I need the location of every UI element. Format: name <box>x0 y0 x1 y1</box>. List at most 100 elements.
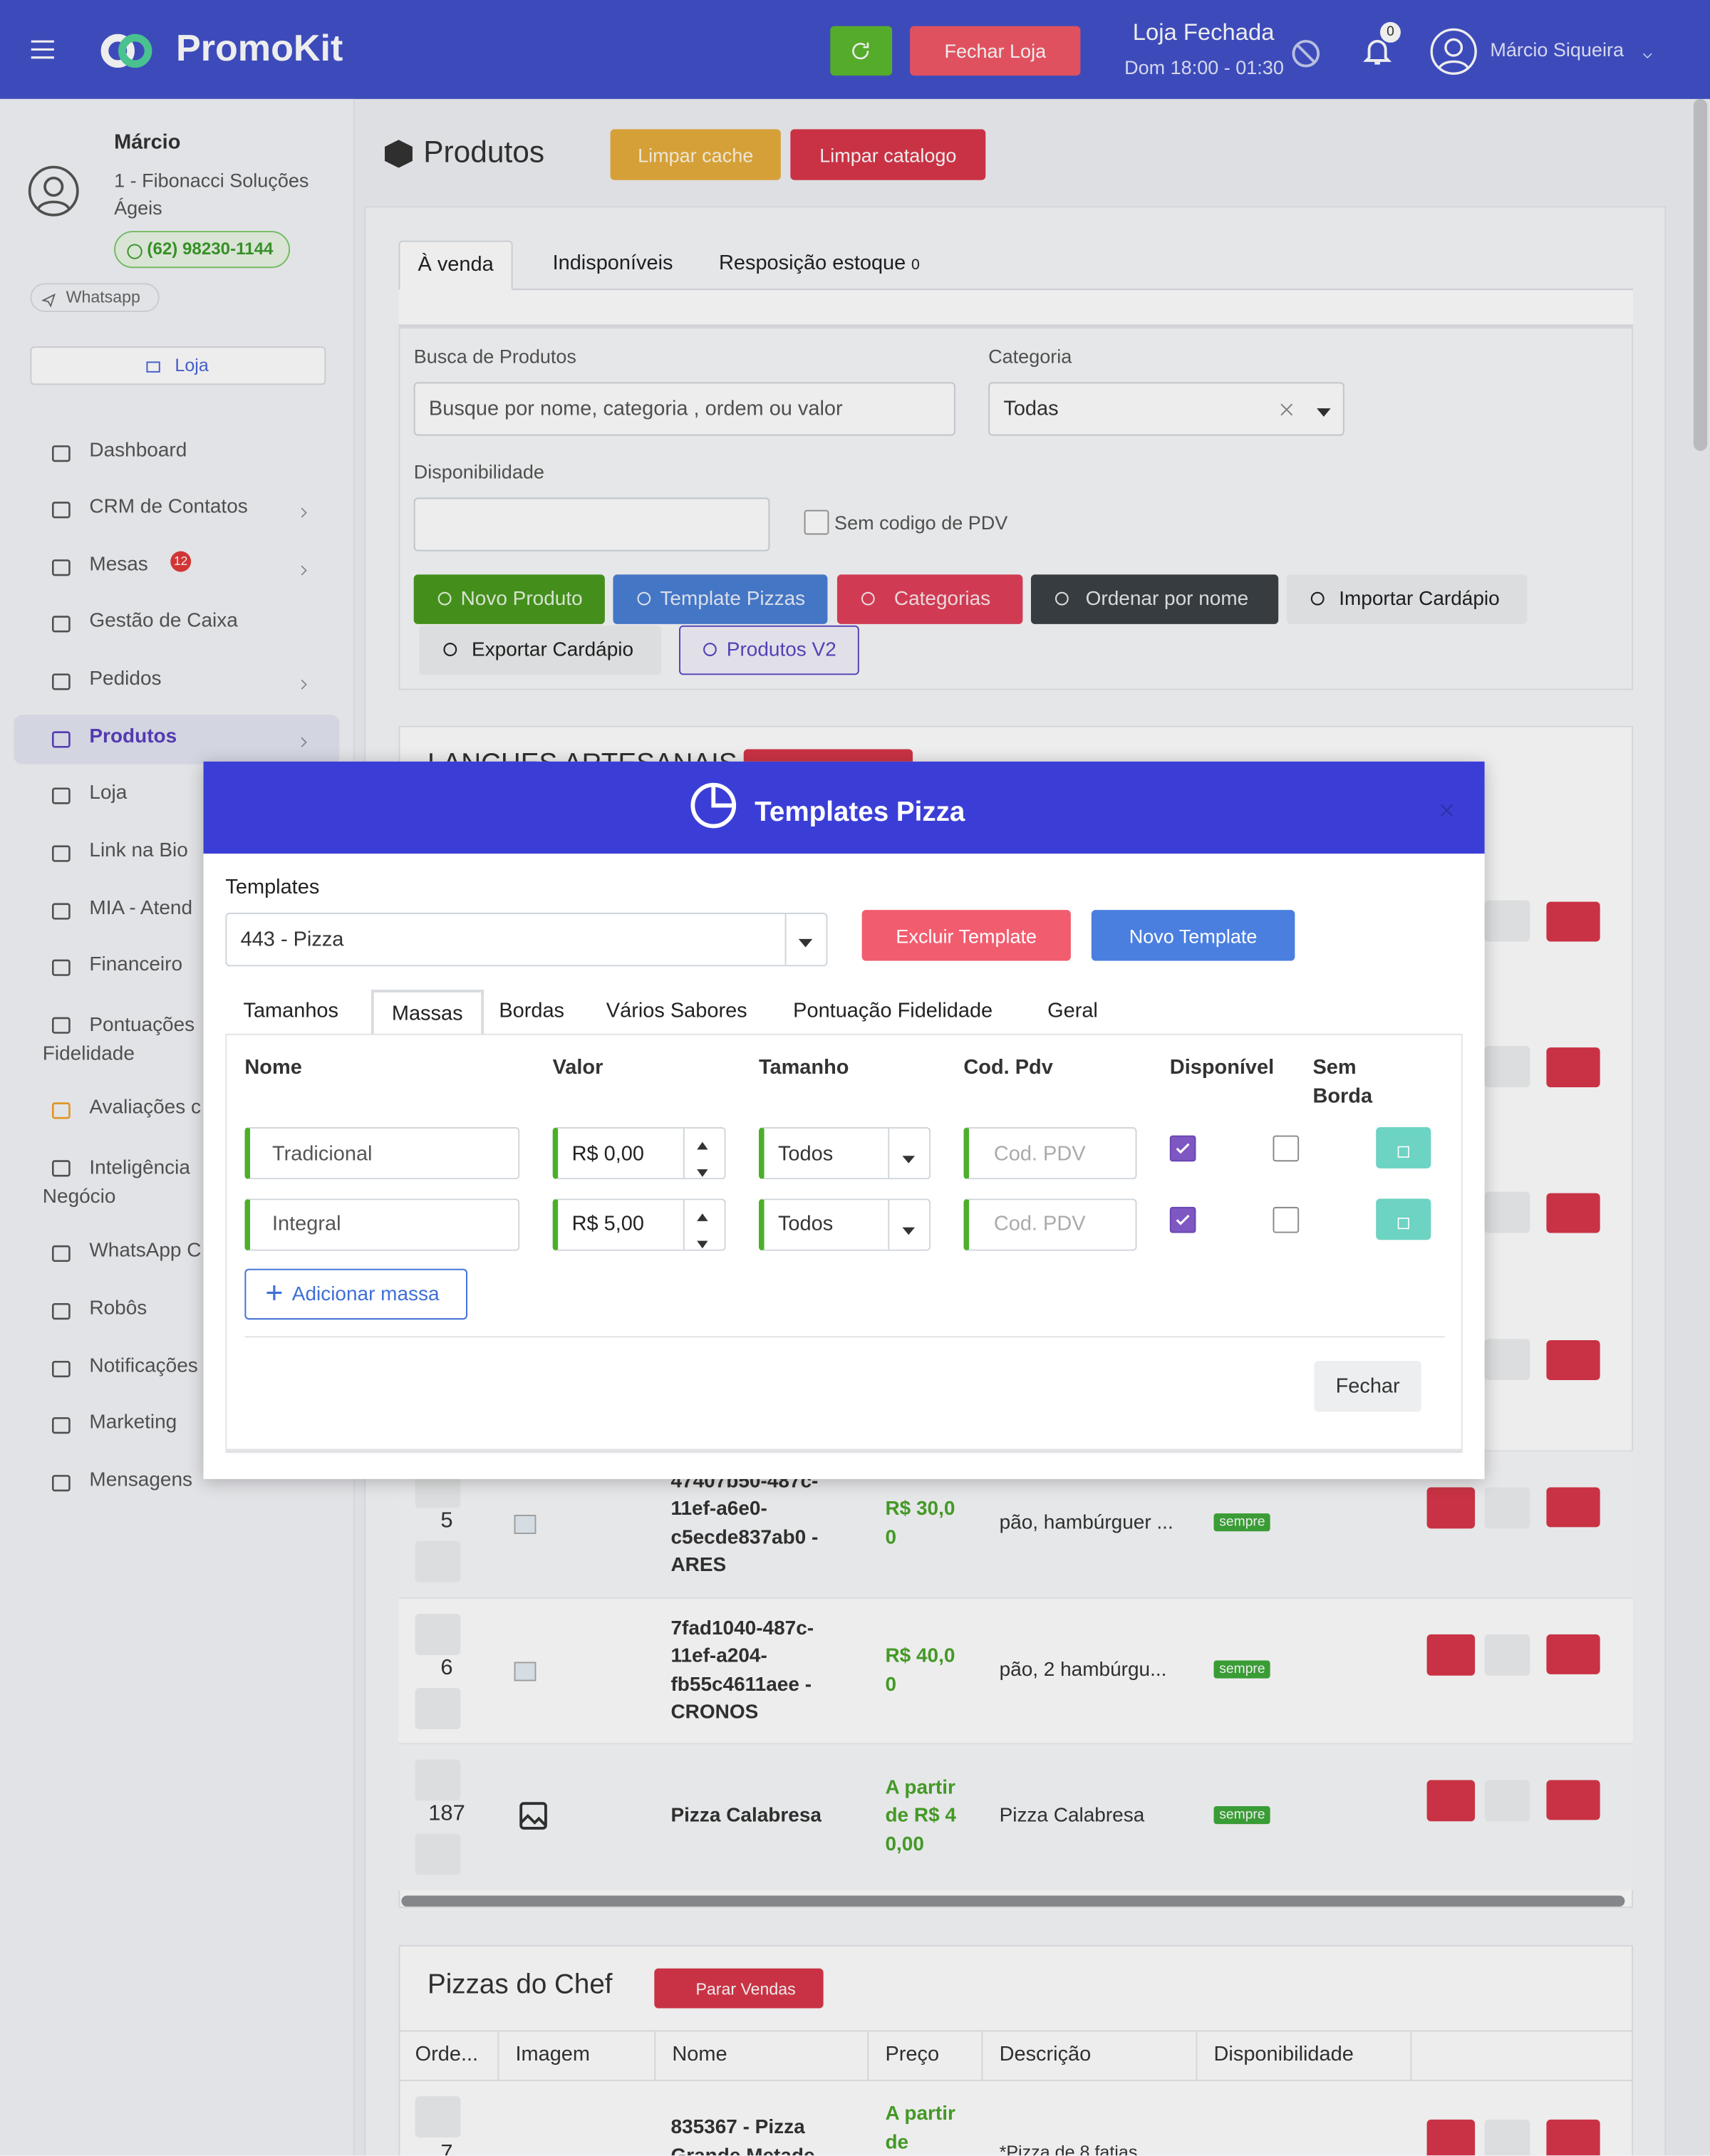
size-select[interactable]: Todos <box>758 1198 931 1250</box>
menu-item[interactable]: Avaliações c <box>89 1097 201 1119</box>
template-select[interactable]: 443 - Pizza <box>225 913 828 967</box>
action-button[interactable]: Template Pizzas <box>613 574 828 624</box>
user-name[interactable]: Márcio Siqueira <box>1490 38 1624 61</box>
action-button[interactable]: Novo Produto <box>413 574 605 624</box>
trash-button[interactable] <box>1484 1339 1530 1380</box>
menu-item[interactable]: Link na Bio <box>89 839 188 862</box>
order-up[interactable] <box>415 1759 461 1801</box>
order: 187 <box>428 1802 465 1826</box>
trash-button[interactable] <box>1484 1046 1530 1088</box>
pause-button[interactable] <box>1546 1634 1600 1674</box>
trash-button[interactable] <box>1484 900 1530 942</box>
icon <box>1642 44 1654 59</box>
action-button[interactable]: Exportar Cardápio <box>419 625 661 675</box>
action-button[interactable]: Categorias <box>836 574 1023 624</box>
column-header: Imagem <box>515 2042 591 2066</box>
tab[interactable]: Geral <box>1047 999 1098 1023</box>
checkbox[interactable] <box>804 509 829 535</box>
pause-button[interactable] <box>1546 1340 1600 1380</box>
edit-button[interactable] <box>1426 2119 1476 2156</box>
new-template-button[interactable]: Novo Template <box>1091 910 1295 961</box>
stop-sales-button[interactable]: Parar Vendas <box>654 1968 824 2009</box>
edit-button[interactable] <box>1426 1634 1476 1676</box>
pdv-input[interactable]: Cod. PDV <box>963 1126 1137 1180</box>
menu-item[interactable]: Dashboard <box>89 440 187 462</box>
refresh-button[interactable] <box>830 26 893 76</box>
checkbox[interactable] <box>1273 1206 1300 1233</box>
menu-item[interactable]: Robôs <box>89 1297 147 1320</box>
save-button[interactable] <box>1376 1198 1431 1240</box>
menu-item[interactable]: Mesas <box>89 554 148 576</box>
add-button[interactable]: Adicionar massa <box>244 1268 467 1320</box>
pause-button[interactable] <box>1546 2119 1600 2156</box>
trash-button[interactable] <box>1484 1780 1530 1822</box>
order-down[interactable] <box>415 1688 461 1730</box>
tab[interactable]: Tamanhos <box>243 999 339 1023</box>
pause-button[interactable] <box>1546 901 1600 942</box>
menu-item[interactable]: Mensagens <box>89 1469 193 1492</box>
save-button[interactable] <box>1376 1126 1431 1168</box>
order-up[interactable] <box>415 1613 461 1655</box>
order-up[interactable] <box>415 2096 461 2137</box>
tab[interactable]: Vários Sabores <box>606 999 747 1023</box>
phone-pill[interactable]: (62) 98230-1144 <box>114 231 291 269</box>
whatsapp-pill[interactable]: Whatsapp <box>30 283 160 312</box>
pdv-input[interactable]: Cod. PDV <box>963 1198 1137 1250</box>
icon <box>86 25 168 77</box>
action-button[interactable]: Importar Cardápio <box>1286 574 1528 624</box>
pause-button[interactable] <box>1546 1780 1600 1820</box>
tab[interactable]: À venda <box>398 240 513 291</box>
delete-template-button[interactable]: Excluir Template <box>861 910 1071 961</box>
pause-button[interactable] <box>1546 1193 1600 1233</box>
menu-item[interactable]: Notificações <box>89 1355 198 1378</box>
availability-input[interactable] <box>413 497 770 551</box>
menu-item[interactable]: Produtos <box>89 725 177 748</box>
column-separator <box>1196 2030 1198 2081</box>
icon <box>297 503 311 519</box>
menu-item[interactable]: WhatsApp C <box>89 1240 202 1263</box>
category-label: Categoria <box>988 345 1072 368</box>
checkbox[interactable] <box>1169 1206 1196 1233</box>
menu-item[interactable]: Loja <box>89 782 128 804</box>
menu-item[interactable]: Pedidos <box>89 668 162 690</box>
column-separator <box>1410 2030 1412 2081</box>
tab[interactable]: Massas <box>370 990 484 1035</box>
close-button[interactable]: Fechar <box>1314 1360 1421 1412</box>
menu-item[interactable]: Marketing <box>89 1411 177 1434</box>
menu-item[interactable]: Gestão de Caixa <box>89 610 238 633</box>
order-down[interactable] <box>415 1540 461 1582</box>
tab[interactable]: Resposição estoque 0 <box>719 252 920 275</box>
size-select[interactable]: Todos <box>758 1126 931 1180</box>
tab[interactable]: Indisponíveis <box>552 252 673 275</box>
clear-catalog-button[interactable]: Limpar catalogo <box>790 129 986 180</box>
tab[interactable]: Pontuação Fidelidade <box>793 999 993 1023</box>
name-input[interactable]: Tradicional <box>244 1126 520 1180</box>
name-input[interactable]: Integral <box>244 1198 520 1250</box>
trash-button[interactable] <box>1484 1634 1530 1676</box>
checkbox[interactable] <box>1273 1135 1300 1162</box>
checkbox[interactable] <box>1169 1135 1196 1162</box>
menu-item[interactable]: Inteligência Negócio <box>42 1157 190 1208</box>
menu-item[interactable]: CRM de Contatos <box>89 496 248 519</box>
menu-item[interactable]: Pontuações Fidelidade <box>42 1014 195 1066</box>
trash-button[interactable] <box>1484 1487 1530 1529</box>
edit-button[interactable] <box>1426 1487 1476 1529</box>
tab[interactable]: Bordas <box>499 999 565 1023</box>
pause-button[interactable] <box>1546 1047 1600 1088</box>
menu-item[interactable]: MIA - Atend <box>89 897 193 920</box>
store-button[interactable]: Loja <box>30 346 326 385</box>
pause-button[interactable] <box>1546 1487 1600 1528</box>
menu-item[interactable]: Financeiro <box>89 953 183 976</box>
action-button[interactable]: Produtos V2 <box>679 625 859 675</box>
icon <box>1278 400 1295 416</box>
clear-cache-button[interactable]: Limpar cache <box>610 129 781 180</box>
order-down[interactable] <box>415 1833 461 1875</box>
edit-button[interactable] <box>1426 1780 1476 1822</box>
value-input[interactable]: R$ 0,00 <box>552 1126 726 1180</box>
value-input[interactable]: R$ 5,00 <box>552 1198 726 1250</box>
trash-button[interactable] <box>1484 2119 1530 2156</box>
search-input[interactable]: Busque por nome, categoria , ordem ou va… <box>413 382 955 436</box>
trash-button[interactable] <box>1484 1191 1530 1233</box>
action-button[interactable]: Ordenar por nome <box>1030 574 1279 624</box>
close-store-button[interactable]: Fechar Loja <box>910 26 1081 76</box>
